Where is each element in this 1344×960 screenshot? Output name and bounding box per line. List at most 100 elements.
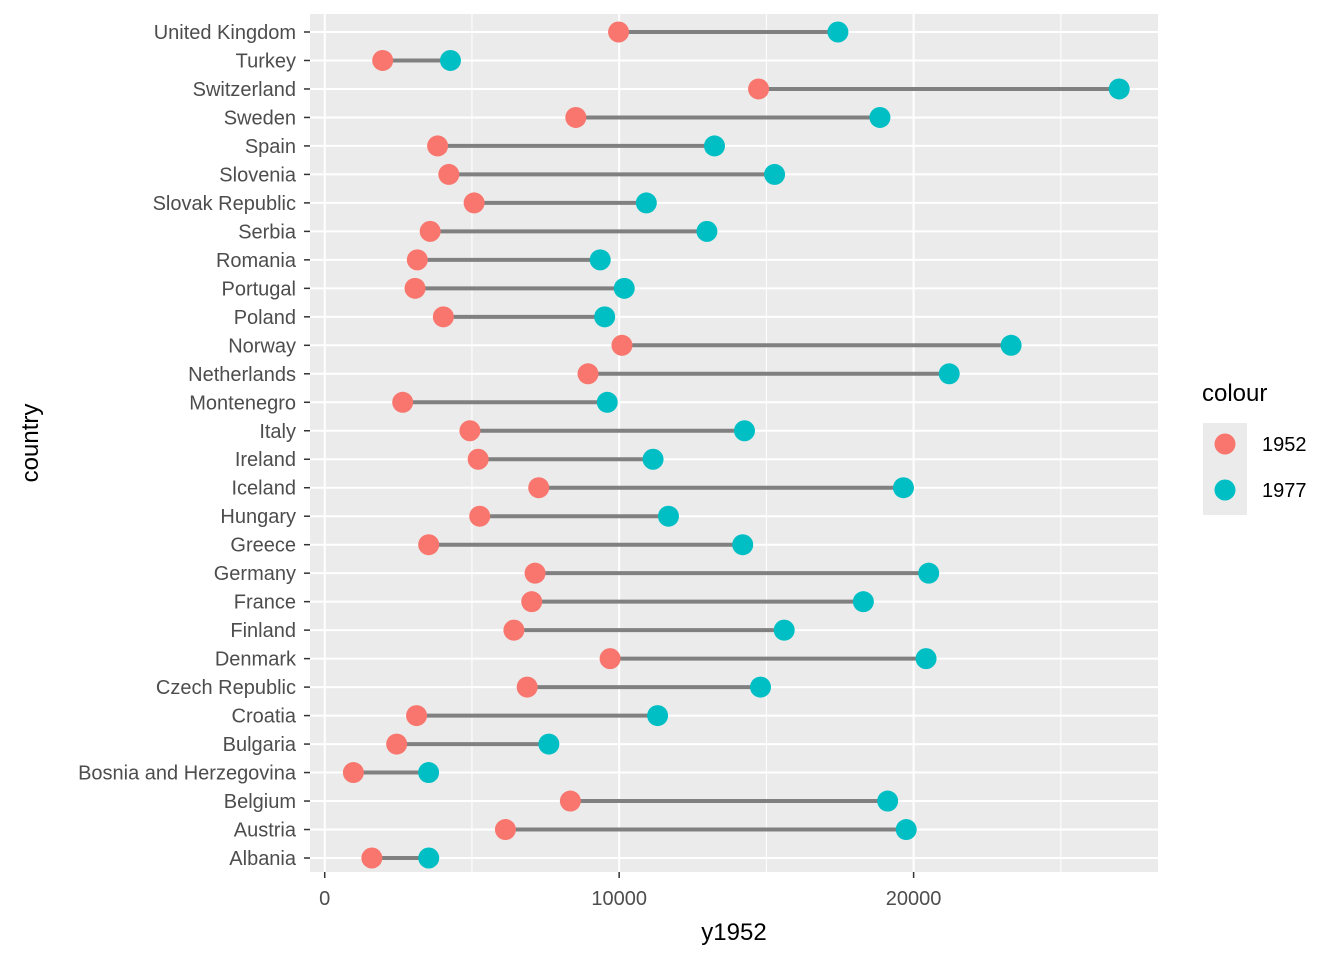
legend-title: colour — [1202, 380, 1267, 407]
point-1977-bulgaria — [538, 733, 560, 755]
x-axis: 0 10000 20000 — [319, 872, 941, 910]
point-1977-greece — [732, 534, 754, 556]
y-tick-label: Turkey — [236, 50, 296, 72]
point-1952-albania — [361, 847, 383, 869]
x-tick-label: 10000 — [591, 888, 647, 910]
y-tick-label: Denmark — [215, 649, 297, 671]
y-tick-label: Italy — [259, 421, 296, 443]
y-tick-label: Netherlands — [188, 364, 296, 386]
point-1952-turkey — [372, 49, 394, 71]
x-axis-title: y1952 — [701, 919, 766, 946]
y-tick-label: Croatia — [232, 706, 297, 728]
point-1952-croatia — [406, 705, 428, 727]
legend-label-1952: 1952 — [1262, 434, 1307, 456]
point-1977-germany — [918, 562, 940, 584]
point-1977-iceland — [892, 477, 914, 499]
legend-key-1977 — [1214, 479, 1236, 501]
y-tick-label: Sweden — [224, 107, 296, 129]
point-1952-switzerland — [748, 78, 770, 100]
y-tick-label: Slovak Republic — [153, 193, 296, 215]
legend: colour 1952 1977 — [1202, 380, 1307, 515]
y-tick-label: United Kingdom — [154, 22, 296, 44]
y-axis-title: country — [17, 404, 44, 483]
point-1977-albania — [418, 847, 440, 869]
data-points — [342, 21, 1130, 869]
y-tick-label: Greece — [230, 535, 296, 557]
point-1952-slovenia — [438, 163, 460, 185]
point-1952-denmark — [599, 648, 621, 670]
point-1952-italy — [459, 420, 481, 442]
y-tick-label: Montenegro — [189, 392, 296, 414]
point-1952-montenegro — [392, 391, 414, 413]
point-1977-austria — [895, 819, 917, 841]
y-tick-label: Spain — [245, 136, 296, 158]
point-1952-ireland — [467, 448, 489, 470]
point-1952-poland — [432, 306, 454, 328]
y-tick-label: Slovenia — [219, 164, 297, 186]
point-1977-poland — [594, 306, 616, 328]
point-1977-turkey — [439, 49, 461, 71]
point-1977-belgium — [877, 790, 899, 812]
y-tick-label: Bosnia and Herzegovina — [78, 763, 297, 785]
point-1977-norway — [1000, 334, 1022, 356]
point-1952-romania — [406, 249, 428, 271]
point-1952-iceland — [528, 477, 550, 499]
x-tick-label: 0 — [319, 888, 330, 910]
point-1977-ireland — [642, 448, 664, 470]
plot-panel — [310, 14, 1158, 872]
point-1977-serbia — [696, 220, 718, 242]
point-1977-sweden — [869, 106, 891, 128]
point-1952-netherlands — [577, 363, 599, 385]
point-1952-france — [521, 591, 543, 613]
point-1952-belgium — [559, 790, 581, 812]
point-1977-czech-republic — [750, 676, 771, 698]
y-tick-label: Austria — [234, 820, 297, 842]
point-1952-czech-republic — [516, 676, 538, 698]
y-axis: Albania Austria Belgium Bosnia and Herzegov… — [78, 22, 310, 870]
y-tick-label: Bulgaria — [223, 734, 297, 756]
point-1952-bulgaria — [386, 733, 408, 755]
point-1952-hungary — [469, 505, 491, 527]
legend-keys: 1952 1977 — [1203, 423, 1307, 515]
point-1977-hungary — [657, 505, 679, 527]
y-tick-label: Poland — [234, 307, 296, 329]
y-tick-label: Serbia — [238, 221, 297, 243]
y-tick-label: Switzerland — [193, 79, 296, 101]
point-1977-switzerland — [1108, 78, 1130, 100]
point-1977-finland — [773, 619, 795, 641]
point-1977-netherlands — [938, 363, 960, 385]
point-1952-serbia — [419, 220, 441, 242]
point-1952-norway — [611, 334, 633, 356]
y-tick-label: Ireland — [235, 449, 296, 471]
point-1977-croatia — [647, 705, 669, 727]
y-tick-label: Hungary — [220, 506, 296, 528]
point-1977-slovenia — [764, 163, 786, 185]
point-1977-denmark — [915, 648, 937, 670]
point-1952-united-kingdom — [608, 21, 630, 43]
y-tick-label: Belgium — [224, 791, 296, 813]
dumbbell-segments — [353, 30, 1120, 860]
minor-grid — [471, 14, 1062, 872]
point-1977-spain — [703, 135, 725, 157]
point-1952-sweden — [565, 106, 587, 128]
point-1977-bosnia-and-herzegovina — [418, 762, 440, 784]
point-1952-portugal — [404, 277, 426, 299]
y-tick-label: Germany — [214, 563, 296, 585]
point-1952-germany — [524, 562, 546, 584]
y-tick-label: Czech Republic — [156, 677, 296, 699]
point-1977-montenegro — [596, 391, 618, 413]
y-tick-label: Norway — [228, 335, 296, 357]
y-tick-label: Iceland — [232, 478, 297, 500]
point-1977-united-kingdom — [827, 21, 849, 43]
point-1952-slovak-republic — [463, 192, 485, 214]
y-tick-label: Romania — [216, 250, 297, 272]
legend-key-1952 — [1214, 433, 1236, 455]
y-tick-label: Albania — [229, 848, 297, 870]
point-1977-portugal — [613, 277, 635, 299]
point-1977-romania — [589, 249, 611, 271]
x-tick-label: 20000 — [886, 888, 942, 910]
point-1952-finland — [503, 619, 525, 641]
point-1952-greece — [418, 534, 440, 556]
y-tick-label: Portugal — [222, 278, 297, 300]
